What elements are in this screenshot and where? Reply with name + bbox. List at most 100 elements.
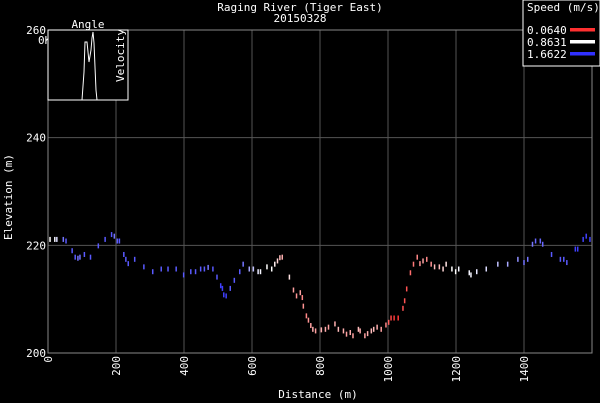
data-point <box>342 328 345 334</box>
data-point <box>49 236 51 242</box>
data-point <box>387 319 390 325</box>
data-point <box>248 266 251 272</box>
data-point <box>221 285 224 291</box>
data-point <box>143 264 145 270</box>
data-point <box>83 251 86 257</box>
data-point <box>574 246 577 252</box>
data-point <box>559 256 562 262</box>
data-point <box>541 241 544 247</box>
data-point <box>376 324 378 330</box>
legend-label: 0.0640 <box>527 24 567 37</box>
data-point <box>123 251 125 257</box>
data-point <box>324 326 327 332</box>
data-point <box>402 305 404 311</box>
data-point <box>295 293 298 299</box>
inset-side-label: Velocity <box>114 29 127 82</box>
data-point <box>438 264 441 270</box>
data-point <box>79 254 81 260</box>
x-tick-label: 200 <box>110 356 123 376</box>
legend-swatch <box>570 52 595 56</box>
data-point <box>352 333 354 339</box>
data-point <box>451 266 453 272</box>
x-tick-label: 1000 <box>382 356 395 383</box>
data-point <box>372 326 375 332</box>
data-point <box>550 251 553 257</box>
x-tick-label: 0 <box>42 356 55 363</box>
y-tick-label: 200 <box>26 347 46 360</box>
data-point <box>223 292 225 298</box>
data-point <box>110 232 113 238</box>
x-tick-label: 400 <box>178 356 191 376</box>
data-point <box>534 238 537 244</box>
data-point <box>288 274 291 280</box>
data-point <box>345 331 348 337</box>
data-point <box>270 266 273 272</box>
data-point <box>194 269 197 275</box>
data-point <box>403 298 406 304</box>
chart-title: Raging River (Tiger East) <box>217 1 383 14</box>
data-point <box>433 264 436 270</box>
legend-title: Speed (m/s) <box>527 1 600 14</box>
data-point <box>74 254 76 260</box>
y-tick-label: 220 <box>26 239 46 252</box>
data-point <box>175 266 177 272</box>
data-point <box>310 323 312 329</box>
data-point <box>416 254 418 260</box>
legend-swatch <box>570 40 595 44</box>
data-point <box>225 293 227 299</box>
data-point <box>151 269 154 275</box>
data-point <box>233 277 236 283</box>
data-point <box>229 285 231 291</box>
data-point <box>71 248 73 254</box>
x-tick-label: 600 <box>246 356 259 376</box>
data-point <box>390 315 392 321</box>
data-point <box>357 326 360 332</box>
data-point <box>182 272 185 278</box>
x-tick-label: 1200 <box>450 356 463 383</box>
data-point <box>276 258 279 264</box>
data-point <box>281 254 284 260</box>
data-point <box>337 326 340 332</box>
data-point <box>301 295 304 301</box>
data-point <box>523 260 525 266</box>
data-point <box>576 246 579 252</box>
data-point <box>393 315 395 321</box>
data-point <box>457 266 460 272</box>
data-point <box>62 236 65 242</box>
data-point <box>252 266 255 272</box>
data-point <box>127 261 129 267</box>
data-point <box>585 233 587 239</box>
data-point <box>133 256 136 262</box>
inset-angle-histogram <box>81 31 98 101</box>
data-point <box>409 270 412 276</box>
data-point <box>77 255 79 261</box>
data-point <box>454 269 457 275</box>
data-point <box>366 331 369 337</box>
data-point <box>219 283 222 289</box>
x-tick-label: 800 <box>314 356 327 376</box>
data-point <box>419 261 421 267</box>
data-point <box>364 333 366 339</box>
data-point <box>442 266 444 272</box>
data-point <box>582 236 584 242</box>
data-point <box>160 266 162 272</box>
data-point <box>259 269 262 275</box>
data-point <box>426 256 428 262</box>
data-point <box>125 256 127 262</box>
data-point <box>97 243 100 249</box>
x-axis-label: Distance (m) <box>278 388 357 400</box>
y-tick-label: 260 <box>26 24 46 37</box>
data-point <box>327 324 330 330</box>
x-tick-label: 1400 <box>518 356 531 383</box>
data-points <box>49 232 591 339</box>
data-point <box>302 303 305 309</box>
data-point <box>118 238 121 244</box>
data-point <box>589 236 591 242</box>
data-point <box>190 269 192 275</box>
data-point <box>116 238 119 244</box>
data-point <box>380 326 382 332</box>
data-point <box>207 264 209 270</box>
data-point <box>539 238 542 244</box>
